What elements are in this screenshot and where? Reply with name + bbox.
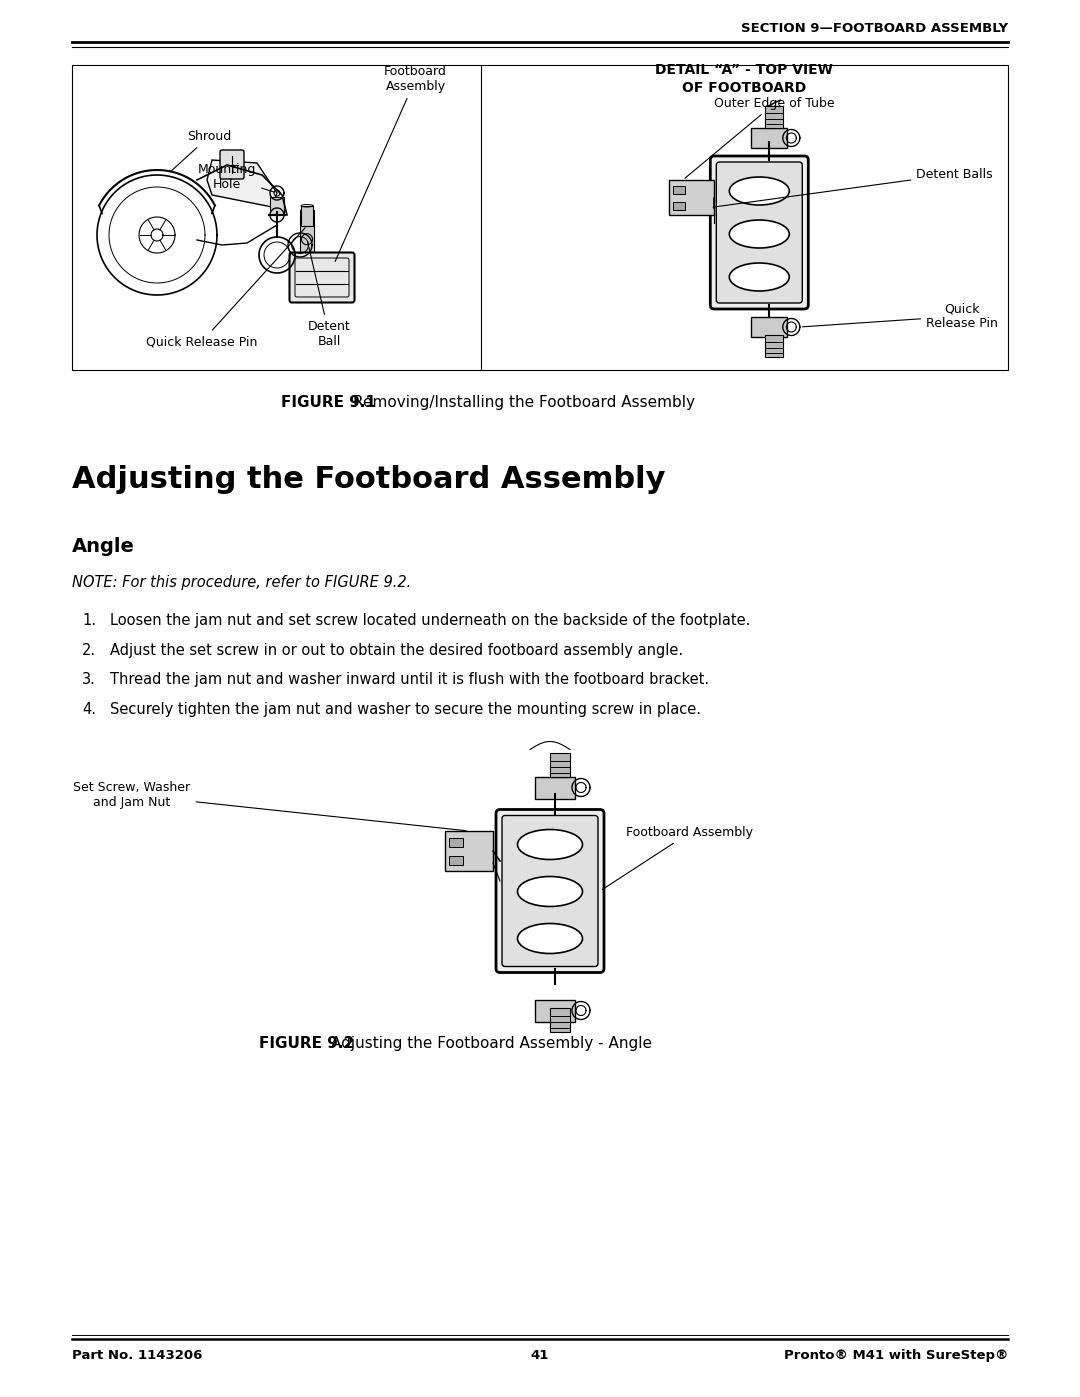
Text: Mounting
Hole: Mounting Hole [198,163,274,193]
Text: OF FOOTBOARD: OF FOOTBOARD [683,81,807,95]
Bar [550,753,570,777]
Text: Loosen the jam nut and set screw located underneath on the backside of the footp: Loosen the jam nut and set screw located… [110,613,751,629]
Bar [752,317,787,337]
Text: Detent
Ball: Detent Ball [308,242,350,348]
Text: 4.: 4. [82,701,96,717]
Text: Securely tighten the jam nut and washer to secure the mounting screw in place.: Securely tighten the jam nut and washer … [110,701,701,717]
Ellipse shape [517,923,582,954]
Bar [673,186,686,194]
Bar [550,1007,570,1031]
Bar [670,180,714,215]
Ellipse shape [517,876,582,907]
Text: Footboard
Assembly: Footboard Assembly [335,66,447,261]
Bar [752,129,787,148]
Text: 41: 41 [530,1350,550,1362]
Bar [535,999,575,1021]
Bar [673,201,686,210]
Text: Outer Edge of Tube: Outer Edge of Tube [685,96,835,179]
Bar [535,777,575,799]
Text: Set Screw, Washer
and Jam Nut: Set Screw, Washer and Jam Nut [73,781,467,831]
Text: Angle: Angle [72,536,135,556]
Text: NOTE: For this procedure, refer to FIGURE 9.2.: NOTE: For this procedure, refer to FIGUR… [72,576,411,590]
Text: Quick
Release Pin: Quick Release Pin [802,302,998,330]
Bar [449,856,463,865]
Text: Removing/Installing the Footboard Assembly: Removing/Installing the Footboard Assemb… [353,394,694,409]
Text: Adjusting the Footboard Assembly: Adjusting the Footboard Assembly [72,465,665,495]
Text: Adjust the set screw in or out to obtain the desired footboard assembly angle.: Adjust the set screw in or out to obtain… [110,643,684,658]
Ellipse shape [517,830,582,859]
Bar [445,831,492,870]
Text: 2.: 2. [82,643,96,658]
Bar [72,66,1008,370]
Text: FIGURE 9.2: FIGURE 9.2 [259,1037,354,1051]
Text: Detent Balls: Detent Balls [713,168,993,207]
Text: Adjusting the Footboard Assembly - Angle: Adjusting the Footboard Assembly - Angle [332,1037,652,1051]
Text: DETAIL “A” - TOP VIEW: DETAIL “A” - TOP VIEW [656,63,834,77]
Text: Part No. 1143206: Part No. 1143206 [72,1350,202,1362]
Text: SECTION 9—FOOTBOARD ASSEMBLY: SECTION 9—FOOTBOARD ASSEMBLY [741,22,1008,35]
Bar [300,210,314,256]
Bar [766,106,783,129]
Text: Quick Release Pin: Quick Release Pin [146,228,306,348]
Text: Pronto® M41 with SureStep®: Pronto® M41 with SureStep® [784,1350,1008,1362]
Text: 1.: 1. [82,613,96,629]
Text: FIGURE 9.1: FIGURE 9.1 [281,394,376,409]
FancyBboxPatch shape [289,253,354,303]
FancyBboxPatch shape [220,149,244,179]
Ellipse shape [729,263,789,291]
Text: 3.: 3. [82,672,96,687]
Text: Shroud: Shroud [171,130,231,170]
FancyBboxPatch shape [711,156,808,309]
Ellipse shape [729,219,789,249]
FancyBboxPatch shape [502,816,598,967]
Polygon shape [207,161,276,207]
Bar [766,335,783,358]
Ellipse shape [729,177,789,205]
Bar [270,197,284,215]
Bar [449,838,463,847]
Bar [301,205,313,226]
FancyBboxPatch shape [496,809,604,972]
Text: Footboard Assembly: Footboard Assembly [603,826,754,890]
Text: Thread the jam nut and washer inward until it is flush with the footboard bracke: Thread the jam nut and washer inward unt… [110,672,710,687]
FancyBboxPatch shape [716,162,802,303]
